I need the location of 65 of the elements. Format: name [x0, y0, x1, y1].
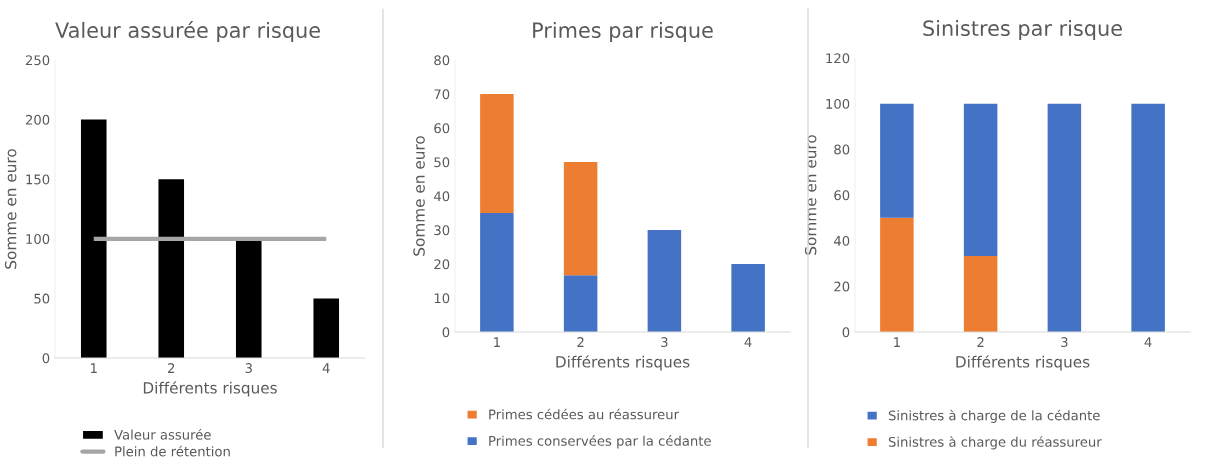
- y-tick-label: 60: [834, 190, 850, 201]
- x-tick-label: 3: [245, 363, 252, 374]
- x-tick-label: 2: [577, 337, 584, 347]
- y-tick-label: 70: [434, 89, 450, 100]
- y-tick-label: 100: [26, 234, 50, 244]
- bar: [563, 275, 598, 332]
- y-tick-label: 60: [434, 123, 450, 134]
- y-axis-title: Somme en euro: [413, 136, 425, 256]
- bar: [647, 230, 682, 332]
- x-axis-title: Différents risques: [143, 381, 277, 397]
- bar: [731, 264, 765, 332]
- bar: [235, 238, 262, 358]
- x-tick-label: 3: [661, 337, 668, 348]
- x-tick-label: 1: [91, 363, 97, 373]
- bar: [480, 94, 514, 213]
- x-tick-label: 2: [977, 337, 984, 347]
- x-axis-title: Différents risques: [956, 355, 1090, 371]
- y-axis-title: Somme en euro: [804, 135, 817, 255]
- bar: [563, 162, 598, 276]
- chart-title: Sinistres par risque: [923, 19, 1122, 41]
- bar: [880, 217, 914, 332]
- y-tick-label: 40: [833, 235, 850, 246]
- y-tick-label: 250: [25, 55, 50, 66]
- x-tick-label: 1: [894, 337, 900, 347]
- chart-title: Primes par risque: [533, 21, 713, 43]
- bar: [880, 103, 914, 218]
- y-axis-title: Somme en euro: [4, 149, 17, 269]
- bar: [80, 119, 107, 358]
- y-tick-label: 20: [834, 281, 850, 292]
- y-tick-label: 10: [434, 293, 450, 304]
- y-tick-label: 0: [842, 327, 850, 338]
- y-tick-label: 50: [34, 293, 50, 304]
- y-tick-label: 80: [834, 144, 850, 155]
- y-tick-label: 30: [434, 225, 450, 236]
- chart-title: Valeur assurée par risque: [55, 21, 320, 43]
- bar: [480, 213, 514, 332]
- legend-label: Sinistres à charge du réassureur: [888, 436, 1102, 450]
- x-tick-label: 4: [322, 363, 330, 373]
- bar: [963, 255, 998, 332]
- legend-label: Sinistres à charge de la cédante: [888, 409, 1100, 423]
- y-tick-label: 0: [42, 353, 50, 364]
- x-tick-label: 3: [1061, 337, 1068, 348]
- bar: [158, 179, 185, 358]
- legend-label: Plein de rétention: [115, 445, 230, 457]
- x-tick-label: 2: [168, 363, 175, 373]
- y-tick-label: 50: [434, 157, 450, 168]
- legend-label: Valeur assurée: [114, 428, 211, 440]
- y-tick-label: 120: [826, 53, 850, 64]
- x-tick-label: 4: [744, 337, 752, 347]
- y-tick-label: 20: [434, 259, 450, 270]
- legend-label: Primes cédées au réassureur: [489, 408, 680, 420]
- y-tick-label: 200: [25, 114, 50, 125]
- bar: [1047, 103, 1082, 332]
- y-tick-label: 0: [442, 327, 450, 338]
- y-tick-label: 100: [826, 98, 850, 109]
- y-tick-label: 150: [26, 174, 50, 185]
- y-tick-label: 40: [433, 191, 450, 202]
- bar: [1131, 103, 1165, 332]
- bar: [313, 298, 340, 358]
- legend-label: Primes conservées par la cédante: [489, 435, 711, 449]
- x-axis-title: Différents risques: [556, 355, 690, 371]
- x-tick-label: 1: [494, 337, 500, 347]
- bar: [963, 103, 998, 256]
- x-tick-label: 4: [1144, 337, 1152, 347]
- y-tick-label: 80: [434, 55, 450, 66]
